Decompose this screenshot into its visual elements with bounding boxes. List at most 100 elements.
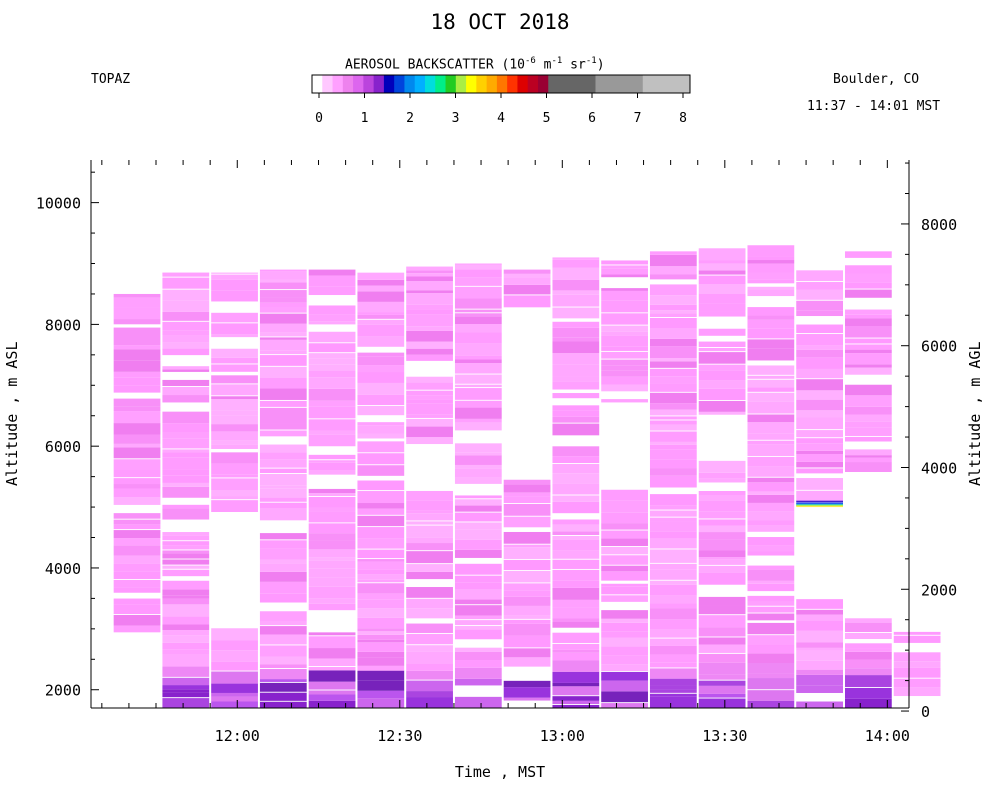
colorbar-cell (424, 75, 436, 93)
heatmap-cell (601, 500, 648, 513)
heatmap-cell (259, 323, 307, 333)
heatmap-cell (796, 614, 843, 621)
heatmap-cell (162, 666, 210, 677)
heatmap-cell (454, 422, 502, 431)
heatmap-cell (601, 359, 648, 366)
heatmap-cell (259, 668, 307, 680)
heatmap-cell (211, 396, 258, 400)
heatmap-cell (211, 384, 258, 396)
heatmap-cell (454, 418, 502, 423)
heatmap-cell (747, 379, 795, 388)
heatmap-cell (162, 395, 210, 403)
heatmap-cell (406, 633, 453, 645)
heatmap-cell (308, 353, 356, 359)
heatmap-cell (747, 433, 795, 440)
heatmap-cell (844, 462, 892, 472)
heatmap-cell (259, 307, 307, 313)
heatmap-cell (259, 355, 307, 366)
heatmap-cell (259, 444, 307, 453)
heatmap-cell (454, 477, 502, 484)
heatmap-cell (649, 603, 697, 609)
colorbar-tick-label: 0 (315, 111, 323, 126)
heatmap-cell (893, 631, 941, 635)
heatmap-cell (552, 463, 600, 474)
colorbar-cell (496, 75, 508, 93)
heatmap-cell (844, 427, 892, 436)
heatmap-cell (357, 433, 405, 439)
heatmap-cell (649, 549, 697, 555)
heatmap-cell (601, 664, 648, 672)
heatmap-cell (698, 511, 746, 519)
heatmap-cell (259, 452, 307, 460)
y-tick-label-left: 10000 (36, 195, 81, 213)
heatmap-cell (796, 674, 843, 686)
heatmap-cell (259, 502, 307, 509)
heatmap-cell (162, 649, 210, 655)
heatmap-cell (796, 685, 843, 693)
heatmap-cell (601, 646, 648, 656)
heatmap-cell (552, 381, 600, 390)
heatmap-cell (503, 687, 551, 698)
colorbar-cell (322, 75, 334, 93)
colorbar-cell (517, 75, 529, 93)
heatmap-cell (406, 500, 453, 511)
heatmap-cell (552, 607, 600, 619)
heatmap-cell (357, 657, 405, 666)
heatmap-cell (259, 540, 307, 549)
colorbar-cell (455, 75, 467, 93)
heatmap-cell (844, 618, 892, 623)
heatmap-cell (406, 537, 453, 544)
heatmap-cell (796, 642, 843, 648)
heatmap-cell (113, 459, 161, 470)
heatmap-cell (259, 634, 307, 645)
heatmap-cell (113, 579, 161, 588)
heatmap-cell (259, 290, 307, 298)
y-tick-label-left: 4000 (45, 560, 81, 578)
heatmap-cell (747, 545, 795, 552)
heatmap-cell (454, 512, 502, 522)
heatmap-cell (211, 348, 258, 358)
heatmap-cell (698, 662, 746, 675)
heatmap-cell (747, 622, 795, 635)
heatmap-cell (259, 581, 307, 594)
heatmap-cell (844, 338, 892, 344)
heatmap-cell (162, 692, 210, 698)
heatmap-cell (796, 443, 843, 451)
heatmap-cell (113, 327, 161, 334)
heatmap-cell (308, 636, 356, 649)
heatmap-cell (747, 365, 795, 375)
heatmap-cell (454, 495, 502, 499)
heatmap-cell (601, 268, 648, 275)
heatmap-cell (552, 353, 600, 365)
heatmap-cell (649, 563, 697, 570)
heatmap-cell (796, 599, 843, 609)
heatmap-cell (308, 331, 356, 343)
heatmap-cell (503, 623, 551, 636)
heatmap-cell (649, 424, 697, 431)
heatmap-cell (162, 569, 210, 577)
heatmap-cell (308, 603, 356, 611)
heatmap-cell (113, 478, 161, 485)
x-tick-label: 14:00 (865, 727, 910, 745)
heatmap-cell (308, 434, 356, 447)
heatmap-cell (357, 583, 405, 594)
heatmap-cell (649, 361, 697, 368)
heatmap-cell (601, 631, 648, 638)
heatmap-cell (454, 388, 502, 400)
heatmap-cell (503, 492, 551, 497)
heatmap-cell (357, 285, 405, 292)
heatmap-cell (796, 430, 843, 438)
heatmap-cell (649, 251, 697, 255)
heatmap-cell (357, 279, 405, 286)
heatmap-cell (503, 496, 551, 504)
heatmap-cell (649, 449, 697, 460)
heatmap-cell (747, 673, 795, 679)
heatmap-cell (259, 400, 307, 407)
heatmap-cell (649, 668, 697, 679)
heatmap-cell (649, 284, 697, 296)
colorbar-cell (466, 75, 477, 93)
colorbar-title: AEROSOL BACKSCATTER (10-6 m-1 sr-1) (345, 56, 605, 73)
heatmap-cell (454, 505, 502, 512)
colorbar-cell (486, 75, 498, 93)
heatmap-cell (552, 649, 600, 653)
